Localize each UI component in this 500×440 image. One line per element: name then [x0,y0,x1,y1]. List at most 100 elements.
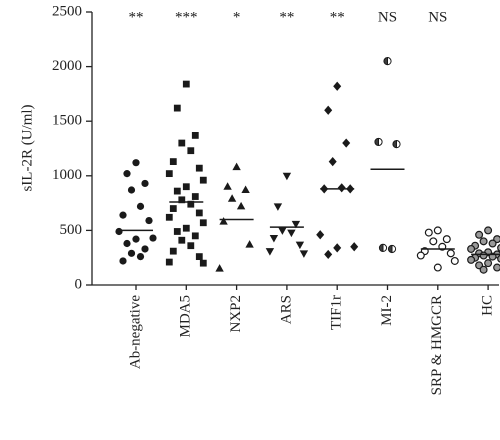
x-tick-label: TIF1r [329,295,345,330]
significance: * [233,9,241,25]
point [287,229,296,238]
point [219,217,228,225]
point [187,147,195,155]
point [484,226,493,235]
y-tick-label: 1500 [52,113,82,129]
significance: ** [129,9,144,25]
point [324,249,333,260]
point [149,234,157,242]
point [178,139,186,147]
point [141,179,149,188]
point [178,236,186,244]
point [165,258,173,266]
point [187,242,195,250]
point [278,227,287,235]
point [442,235,451,244]
point [132,235,140,243]
point [269,235,279,243]
point [433,263,442,272]
y-tick-label: 500 [60,222,83,238]
point [173,187,181,195]
point [199,219,207,227]
point [232,162,241,171]
point [295,241,305,250]
point [387,244,397,254]
significance: NS [378,9,397,25]
point [328,157,337,167]
point [127,249,136,257]
point [173,228,181,235]
point [227,194,237,202]
point [316,230,325,240]
point [136,202,145,210]
point [467,255,476,264]
point [493,263,500,272]
point [182,80,190,88]
x-tick-label: MI-2 [379,295,395,326]
point [199,259,207,267]
y-tick-label: 1000 [52,167,82,183]
point [182,224,190,232]
significance: ** [279,9,294,25]
point [115,227,123,236]
point [479,251,488,260]
point [291,220,301,229]
point [497,254,500,263]
point [374,137,383,147]
point [191,232,199,240]
point [497,244,500,252]
point [195,164,203,172]
point [479,265,488,274]
significance: ** [330,9,345,25]
point [187,200,195,208]
point [342,138,351,148]
point [378,243,388,252]
point [165,213,173,221]
point [467,244,476,253]
point [145,216,153,225]
point [182,183,190,191]
point [136,253,145,261]
x-tick-label: SRP & HMGCR [429,295,445,395]
point [178,196,186,204]
point [199,176,207,184]
point [241,185,250,193]
point [141,245,149,253]
point [424,228,433,237]
point [191,193,199,200]
point [215,264,224,272]
point [299,250,309,258]
y-axis-label: sIL-2R (U/ml) [19,104,35,191]
point [324,105,333,115]
point [195,253,203,261]
point [123,170,131,178]
point [484,259,493,268]
point [333,81,342,91]
point [446,249,455,258]
point [195,209,203,217]
point [127,186,136,194]
point [333,243,342,253]
point [273,203,283,211]
point [165,170,173,178]
point [429,237,438,246]
x-tick-label: ARS [278,295,294,324]
point [119,257,127,265]
significance: *** [175,9,198,25]
point [132,159,140,167]
y-tick-label: 2500 [52,3,82,19]
point [475,230,484,239]
point [350,242,359,252]
point [169,158,177,166]
point [119,211,127,219]
point [223,182,232,190]
y-tick-label: 0 [75,276,83,292]
point [488,239,497,248]
point [123,239,131,248]
point [479,237,488,246]
point [416,251,425,260]
point [265,248,275,256]
point [282,172,292,181]
point [191,131,199,139]
